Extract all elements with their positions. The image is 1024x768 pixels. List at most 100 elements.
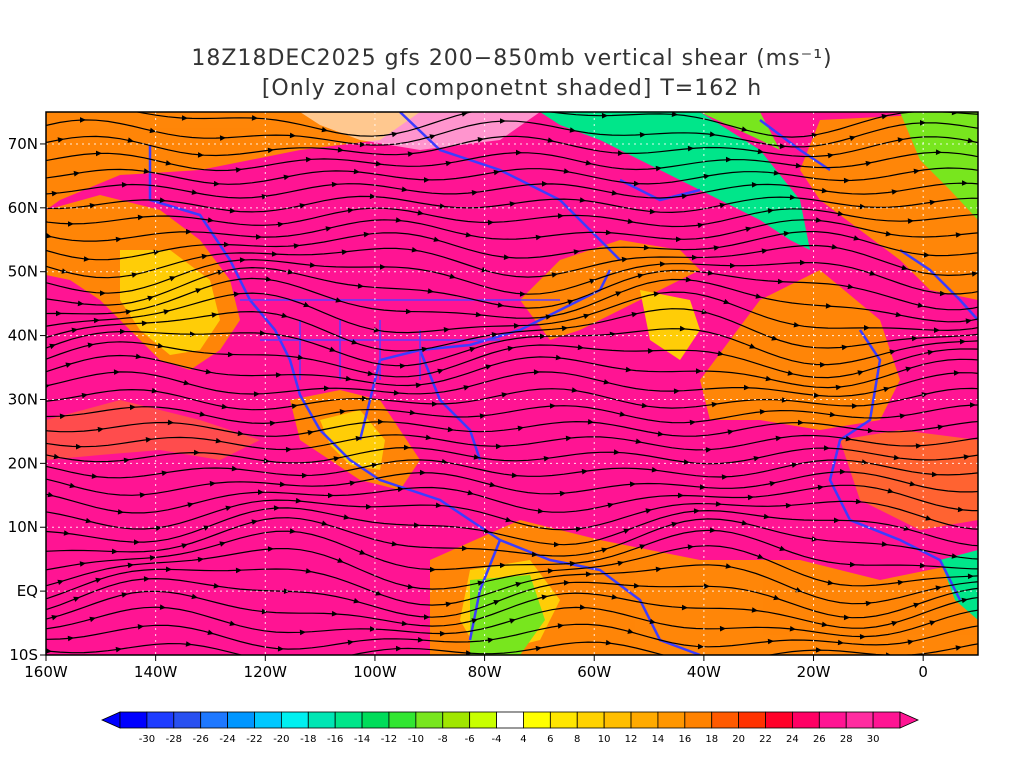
streamline-arrow [751, 607, 758, 613]
latitude-labels: 10S EQ 10N 20N 30N 40N 50N 60N 70N [8, 135, 46, 664]
streamline-arrow [125, 309, 132, 315]
streamline-arrow [89, 203, 96, 209]
streamline-arrow [253, 391, 260, 397]
streamline-arrow [89, 616, 96, 623]
streamline-arrow [917, 302, 924, 308]
streamline [46, 507, 978, 547]
streamline-arrow [811, 536, 818, 542]
colorbar-label: -6 [465, 734, 475, 745]
streamline-arrow [746, 656, 752, 662]
streamline-arrow [49, 343, 56, 350]
streamline-arrow [337, 147, 344, 153]
streamline-arrow [485, 364, 492, 370]
streamline-arrow [937, 424, 944, 430]
streamline-arrow [649, 208, 656, 215]
streamline-arrow [435, 502, 442, 508]
streamline-arrow [193, 449, 200, 456]
streamline-arrow [755, 293, 762, 299]
streamline-arrow [939, 290, 946, 297]
streamline-arrow [921, 392, 928, 398]
streamline-arrow [569, 127, 576, 133]
colorbar-swatch [765, 711, 793, 729]
streamline-arrow [849, 561, 856, 568]
colorbar-swatch [845, 711, 874, 729]
streamline-arrow [277, 221, 284, 228]
streamline-arrow [779, 143, 786, 149]
streamline [46, 641, 978, 655]
streamline-arrow [757, 148, 764, 155]
streamline-arrow [131, 272, 138, 278]
streamline-arrow [631, 311, 638, 318]
streamline-arrow [603, 379, 610, 385]
streamline-arrow [721, 474, 728, 480]
streamline-arrow [955, 232, 962, 238]
streamline [46, 529, 978, 571]
streamline-arrow [391, 541, 398, 547]
colorbar-label: 16 [678, 734, 691, 745]
streamline-arrow [424, 614, 430, 620]
streamline-arrow [91, 473, 98, 479]
streamline-arrow [79, 561, 86, 567]
streamline-arrow [153, 249, 160, 256]
streamline-arrow [391, 131, 398, 138]
streamline-arrow [613, 449, 620, 455]
streamline-arrow [633, 180, 640, 187]
streamline [46, 471, 978, 496]
streamline-arrow [403, 444, 410, 451]
streamline-arrow [696, 368, 702, 374]
colorbar-swatch [361, 711, 390, 729]
streamline-arrow [834, 517, 840, 524]
streamline-arrow [137, 214, 144, 221]
colorbar: -30 -28 -26 -24 -22 -20 -18 -16 -14 -12 -10 -8 -6 -4 4… [101, 711, 919, 745]
streamline-arrow [225, 505, 232, 511]
streamline-arrow [211, 312, 218, 318]
streamline-arrow [324, 385, 330, 392]
streamline-arrow [913, 602, 920, 608]
streamline-arrow [705, 447, 712, 453]
streamline-arrow [557, 623, 564, 629]
streamline-arrow [719, 202, 726, 209]
streamline-arrow [299, 629, 306, 636]
streamline [46, 219, 978, 242]
streamline-arrow [907, 218, 914, 224]
streamline-arrow [229, 620, 236, 626]
streamline-arrow [303, 301, 310, 308]
streamline-arrow [355, 435, 362, 442]
streamline-arrow [923, 252, 930, 258]
streamline-arrow [256, 656, 262, 662]
streamline [46, 387, 978, 411]
streamline-arrow [617, 150, 624, 156]
streamline-arrow [741, 520, 748, 526]
streamline-arrow [401, 186, 408, 192]
streamline [46, 207, 978, 228]
streamline-arrow [621, 256, 628, 263]
streamline-arrow [759, 409, 766, 415]
streamline-arrow [905, 366, 912, 372]
colorbar-swatch [307, 711, 336, 729]
streamline-arrow [895, 311, 902, 318]
streamline-arrow [677, 492, 684, 499]
streamline-arrow [333, 456, 340, 462]
streamline-arrow [401, 620, 408, 627]
streamline-arrow [779, 545, 786, 551]
colorbar-swatch [280, 711, 309, 729]
lon-label: 0 [918, 663, 928, 681]
streamline-arrow [657, 431, 664, 437]
streamline-arrow [491, 332, 498, 338]
streamline-arrow [231, 465, 238, 472]
streamline [46, 244, 978, 279]
streamline-arrow [359, 141, 366, 148]
streamline-arrow [849, 135, 856, 141]
colorbar-label: 28 [840, 734, 853, 745]
streamline-arrow [843, 177, 850, 184]
streamline-arrow [891, 620, 898, 627]
streamline-arrow [885, 230, 892, 237]
streamline-arrow [726, 156, 732, 163]
streamline [46, 420, 978, 437]
streamline-arrow [709, 131, 716, 137]
streamline-arrow [353, 598, 360, 604]
colorbar-label: 26 [813, 734, 826, 745]
streamline-arrow [359, 549, 366, 555]
colorbar-label: -12 [381, 734, 397, 745]
